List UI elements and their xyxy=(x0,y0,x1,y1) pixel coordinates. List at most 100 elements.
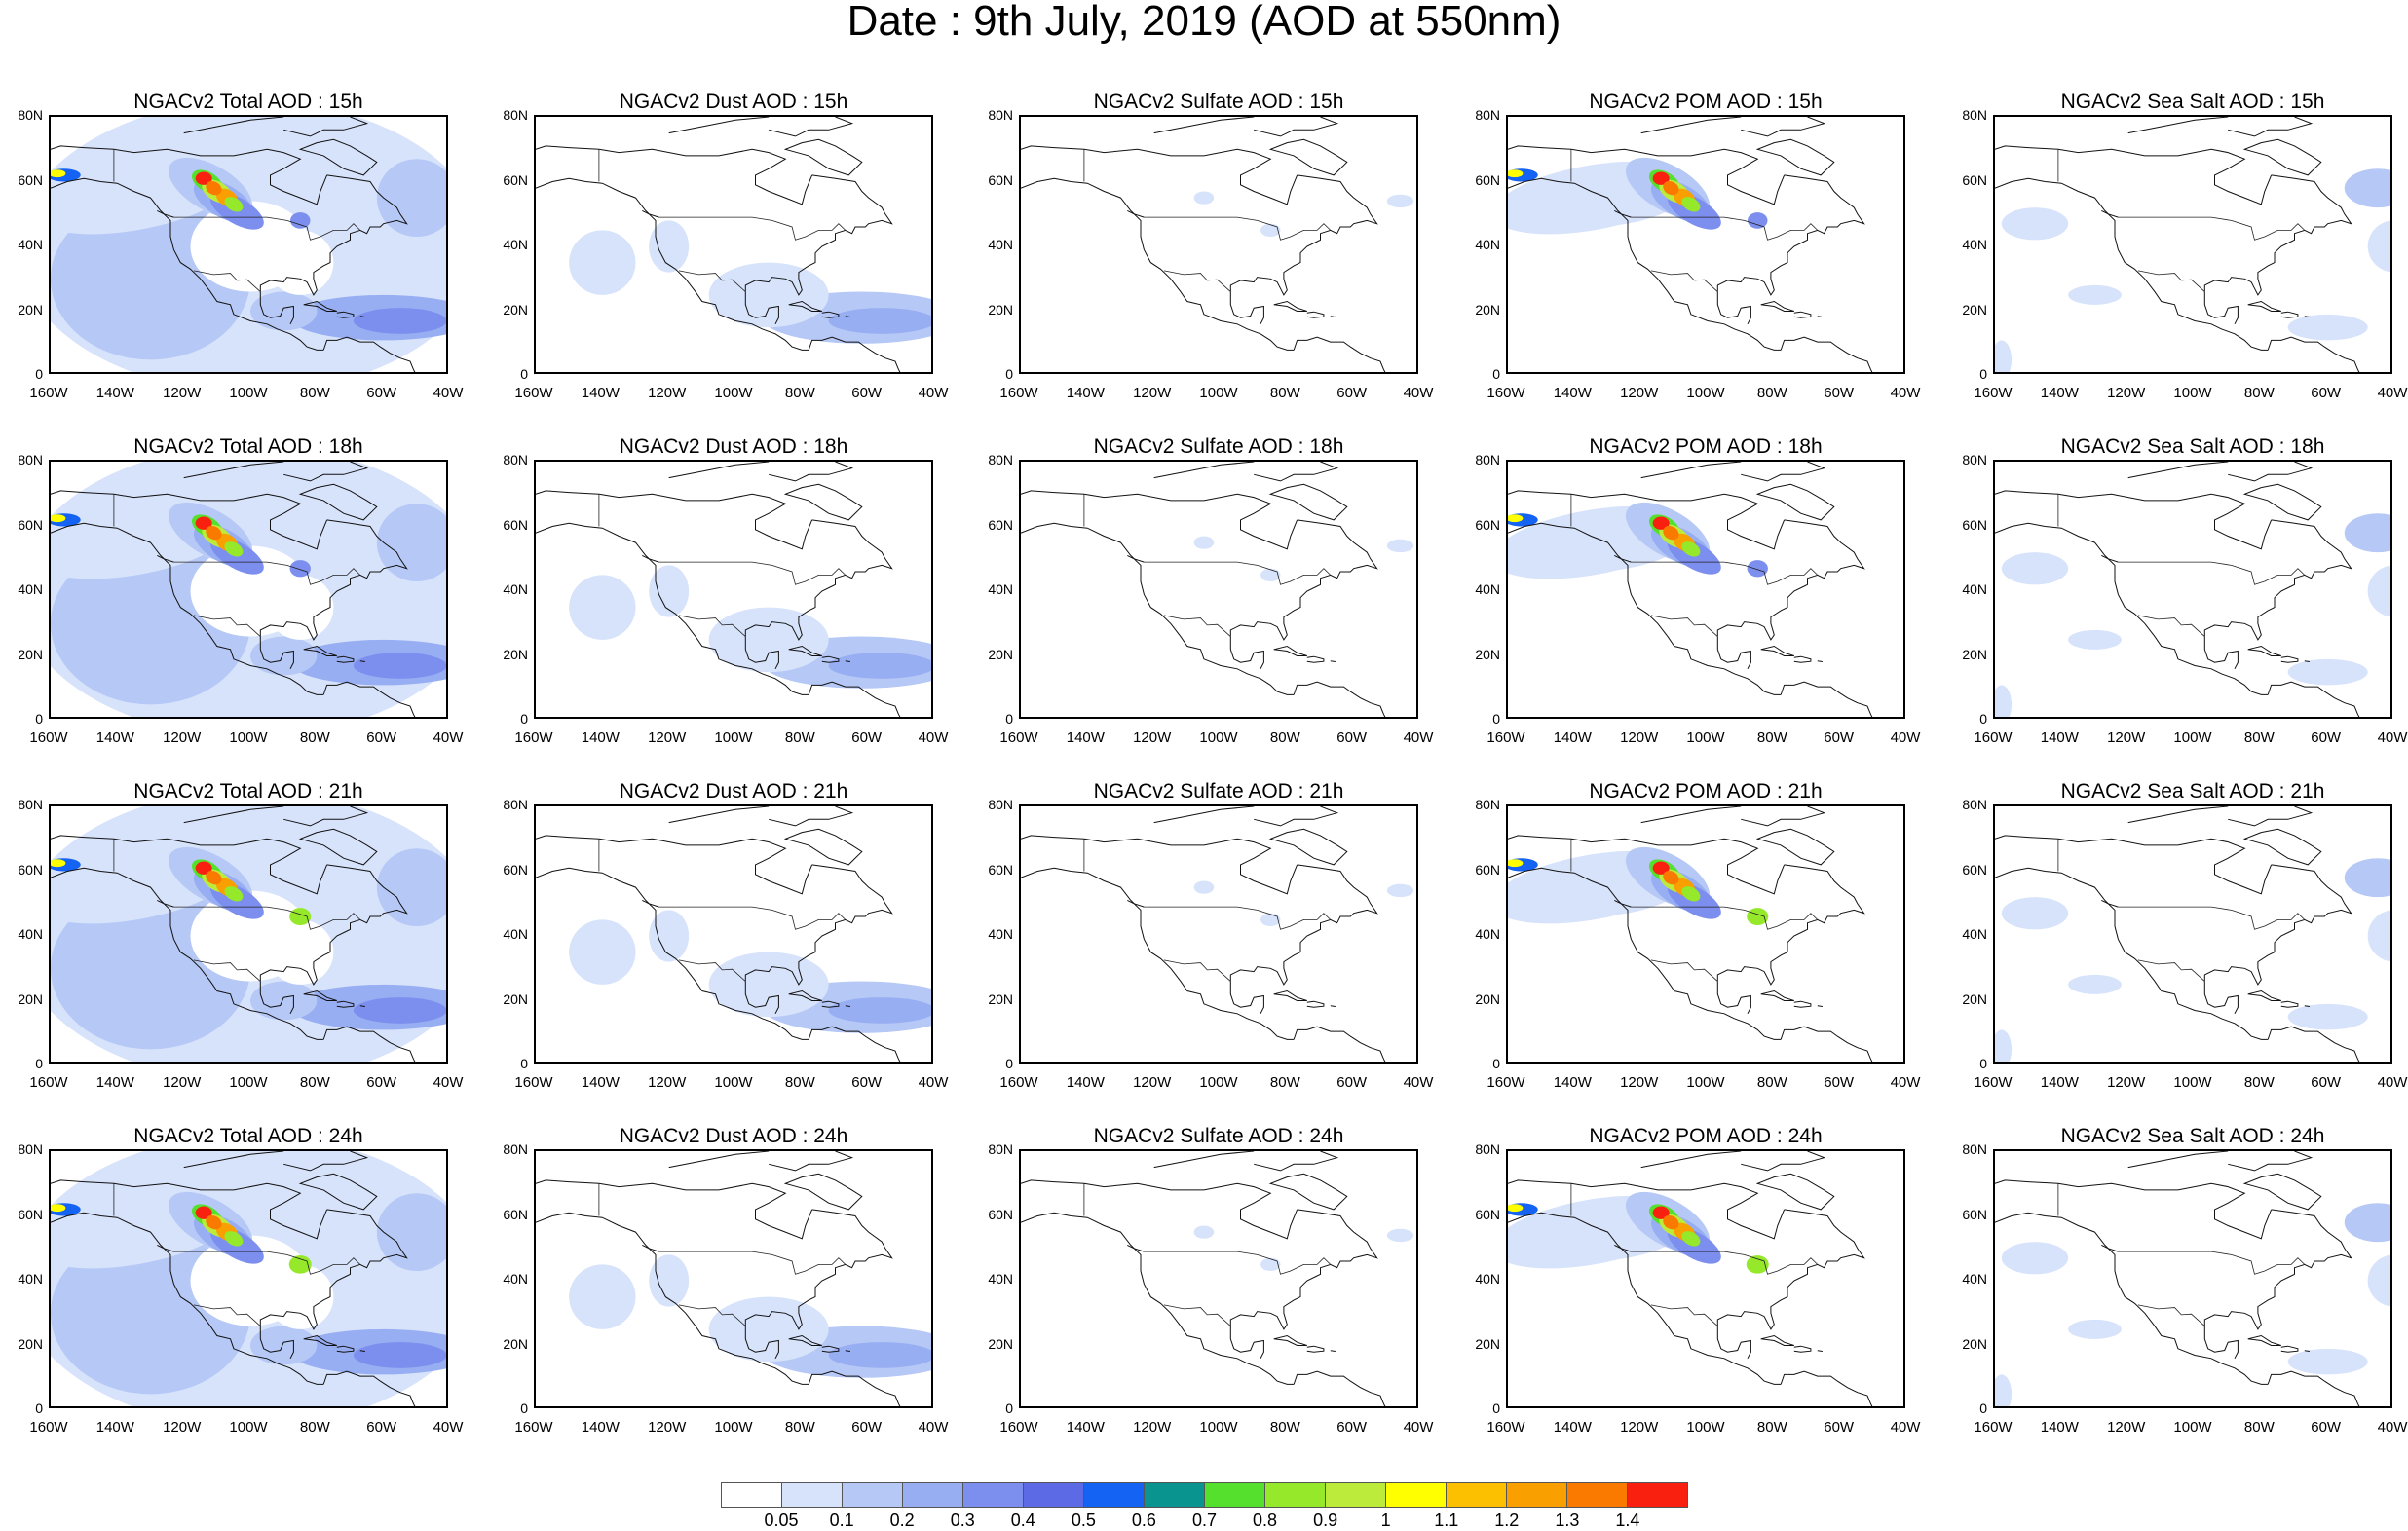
aod-plume xyxy=(1995,1374,2013,1406)
coastline xyxy=(51,835,328,895)
aod-map xyxy=(1021,117,1414,372)
coastline xyxy=(1229,291,1264,325)
panel-title: NGACv2 Total AOD : 15h xyxy=(133,91,363,113)
coastline xyxy=(298,828,378,866)
coastline xyxy=(1293,681,1386,717)
coastline xyxy=(1021,177,1295,351)
aod-plume xyxy=(206,1214,222,1230)
aod-plume xyxy=(1386,539,1414,553)
map-frame xyxy=(534,460,933,719)
coastline xyxy=(2127,806,2229,824)
coastline xyxy=(1229,519,1378,641)
coastline xyxy=(1021,835,1298,895)
aod-plume xyxy=(1386,883,1414,898)
lon-tick-label: 80W xyxy=(299,385,330,401)
lat-tick-label: 20N xyxy=(1962,646,1987,662)
coastline xyxy=(2228,806,2314,827)
lat-tick-label: 0 xyxy=(35,1056,43,1071)
coastline xyxy=(1268,1173,1348,1211)
aod-map xyxy=(536,462,931,717)
lon-tick-label: 40W xyxy=(1403,729,1434,746)
coastline xyxy=(2247,990,2281,1001)
lon-tick-label: 40W xyxy=(1890,1419,1921,1436)
coastline xyxy=(2304,660,2310,662)
aod-plume xyxy=(51,514,66,523)
lat-tick-label: 0 xyxy=(520,711,528,727)
aod-plume xyxy=(267,1264,334,1329)
lat-tick-label: 0 xyxy=(1979,1056,1987,1071)
coastline xyxy=(1760,300,1794,312)
lon-tick-label: 40W xyxy=(433,729,464,746)
lon-tick-label: 120W xyxy=(1133,1419,1172,1436)
lat-tick-label: 60N xyxy=(1962,861,1987,878)
lat-tick-label: 40N xyxy=(1475,1271,1500,1287)
lat-tick-label: 20N xyxy=(988,646,1013,662)
coastline xyxy=(2203,1209,2352,1330)
aod-map xyxy=(1995,462,2390,717)
coastline xyxy=(1780,1026,1873,1062)
country-border xyxy=(193,270,261,292)
lon-tick-label: 160W xyxy=(999,1419,1038,1436)
coastline xyxy=(2304,1005,2310,1007)
map-frame xyxy=(1019,115,1418,374)
lon-tick-label: 160W xyxy=(999,385,1038,401)
coastline xyxy=(1614,209,1632,218)
lat-tick-label: 0 xyxy=(1005,711,1013,727)
coastline xyxy=(1229,1209,1378,1330)
aod-plume xyxy=(2001,1242,2069,1275)
coastline xyxy=(336,655,355,663)
lon-tick-label: 80W xyxy=(2243,1419,2275,1436)
country-border xyxy=(1650,959,1718,982)
coastline xyxy=(1741,1151,1826,1172)
country-border xyxy=(1631,1251,1819,1275)
coastline xyxy=(1716,519,1865,641)
lat-tick-label: 0 xyxy=(1492,366,1500,382)
lat-tick-label: 0 xyxy=(520,1400,528,1416)
coastline xyxy=(183,117,284,134)
map-frame xyxy=(1993,460,2392,719)
lon-tick-label: 160W xyxy=(1486,1419,1525,1436)
aod-plume xyxy=(353,1342,446,1368)
coastline xyxy=(1793,311,1812,318)
colorbar-label: 0.9 xyxy=(1313,1511,1338,1530)
lat-tick-label: 40N xyxy=(18,1271,43,1287)
coastline xyxy=(1021,145,1298,205)
coastline xyxy=(1153,806,1255,824)
lon-tick-label: 160W xyxy=(1486,385,1525,401)
lon-tick-label: 100W xyxy=(229,1074,268,1091)
coastline xyxy=(359,1005,365,1007)
coastline xyxy=(821,311,840,318)
coastline xyxy=(1293,1026,1386,1062)
lat-tick-label: 80N xyxy=(988,1141,1013,1157)
coastline xyxy=(259,1326,294,1360)
lat-tick-label: 60N xyxy=(988,171,1013,188)
coastline xyxy=(283,117,369,137)
aod-plume xyxy=(1260,568,1281,582)
lon-tick-label: 120W xyxy=(163,385,202,401)
aod-plume xyxy=(51,859,66,868)
country-border xyxy=(678,1304,746,1326)
aod-plume xyxy=(2344,168,2390,208)
coastline xyxy=(1273,1334,1307,1346)
coastline xyxy=(1254,462,1339,482)
lon-tick-label: 100W xyxy=(714,1419,753,1436)
lon-tick-label: 80W xyxy=(1269,1074,1300,1091)
coastline xyxy=(2203,291,2239,325)
lon-tick-label: 140W xyxy=(1066,1074,1105,1091)
coastline xyxy=(298,138,378,176)
coastline xyxy=(2203,864,2352,986)
coastline xyxy=(322,336,416,372)
lat-tick-label: 20N xyxy=(503,990,528,1007)
lon-tick-label: 60W xyxy=(1336,1074,1368,1091)
lon-tick-label: 100W xyxy=(1199,385,1238,401)
coastline xyxy=(536,522,809,695)
colorbar-label: 0.4 xyxy=(1010,1511,1035,1530)
coastline xyxy=(1716,981,1751,1015)
aod-plume xyxy=(2367,565,2390,617)
coastline xyxy=(642,554,659,563)
coastline xyxy=(668,117,770,134)
lon-tick-label: 100W xyxy=(714,729,753,746)
coastline xyxy=(298,1173,378,1211)
coastline xyxy=(1508,1212,1782,1385)
lon-tick-label: 40W xyxy=(2377,1419,2408,1436)
